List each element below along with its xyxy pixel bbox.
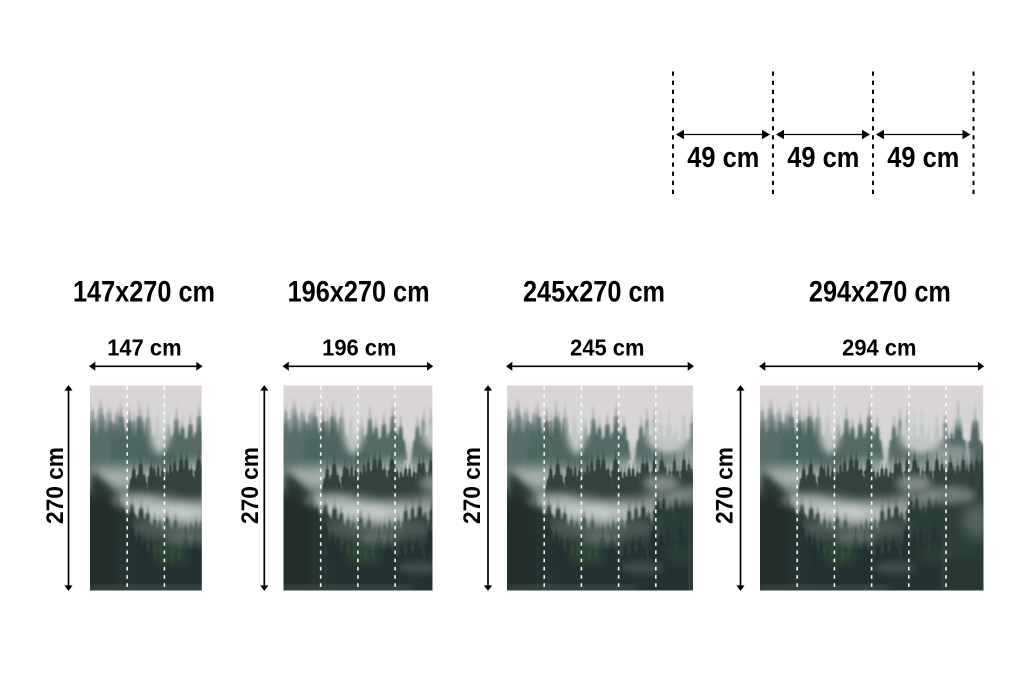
svg-text:49 cm: 49 cm: [787, 142, 859, 174]
svg-text:294x270 cm: 294x270 cm: [809, 276, 951, 309]
svg-text:270 cm: 270 cm: [42, 447, 69, 524]
svg-text:49 cm: 49 cm: [887, 142, 959, 174]
svg-text:245 cm: 245 cm: [570, 334, 644, 360]
svg-text:196 cm: 196 cm: [322, 334, 396, 360]
svg-text:294 cm: 294 cm: [842, 334, 916, 360]
svg-text:270 cm: 270 cm: [459, 447, 486, 524]
svg-text:270 cm: 270 cm: [711, 447, 738, 524]
svg-text:147 cm: 147 cm: [107, 334, 181, 360]
svg-text:49 cm: 49 cm: [687, 142, 759, 174]
svg-text:270 cm: 270 cm: [237, 447, 264, 524]
svg-text:147x270 cm: 147x270 cm: [73, 276, 215, 309]
svg-text:196x270 cm: 196x270 cm: [288, 276, 430, 309]
svg-text:245x270 cm: 245x270 cm: [523, 276, 665, 309]
